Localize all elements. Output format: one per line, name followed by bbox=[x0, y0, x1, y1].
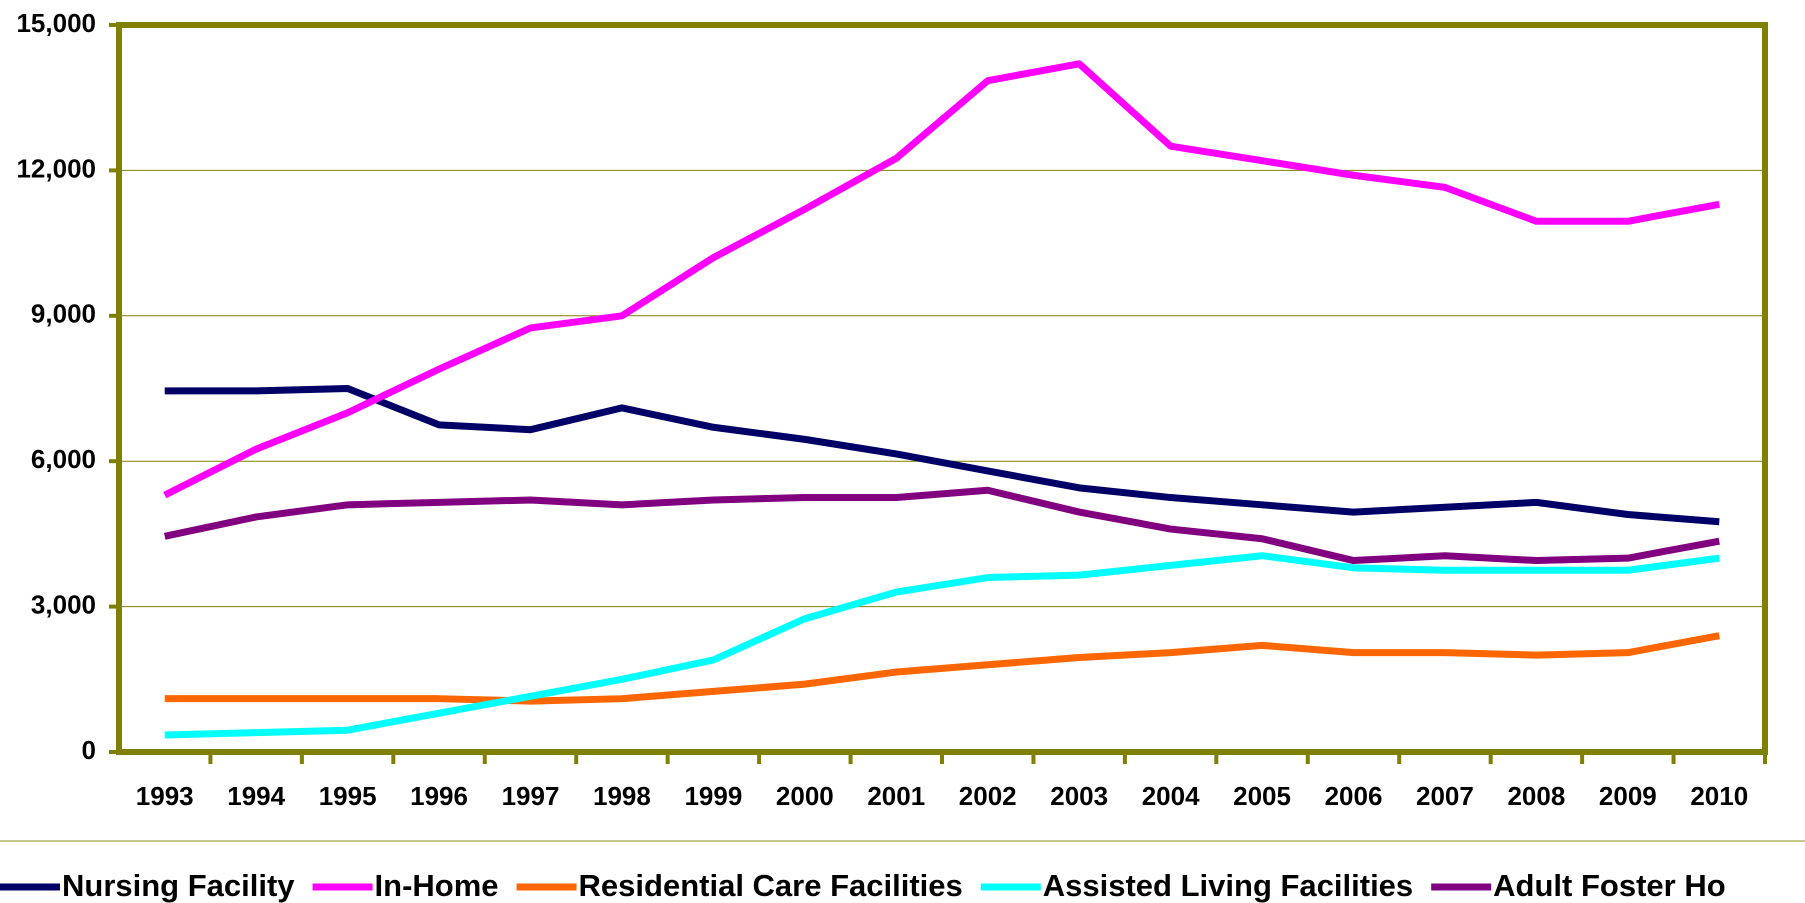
series-line bbox=[164, 385, 1720, 526]
x-tick-label: 1993 bbox=[136, 781, 194, 811]
x-tick-label: 2008 bbox=[1507, 781, 1565, 811]
x-tick-label: 2004 bbox=[1142, 781, 1200, 811]
legend-label: In-Home bbox=[375, 868, 499, 903]
y-tick-label: 9,000 bbox=[31, 299, 96, 329]
y-tick-label: 0 bbox=[82, 735, 96, 765]
x-tick-label: 2009 bbox=[1599, 781, 1657, 811]
legend-label: Residential Care Facilities bbox=[579, 868, 963, 903]
x-tick-label: 1999 bbox=[684, 781, 742, 811]
x-tick-label: 2000 bbox=[776, 781, 834, 811]
y-tick-label: 15,000 bbox=[16, 8, 96, 38]
series-line bbox=[164, 552, 1720, 739]
series-line bbox=[163, 486, 1720, 565]
y-tick-label: 3,000 bbox=[31, 589, 96, 619]
x-tick-label: 1997 bbox=[502, 781, 560, 811]
y-tick-label: 12,000 bbox=[16, 153, 96, 183]
x-tick-label: 2002 bbox=[959, 781, 1017, 811]
legend-label: Adult Foster Ho bbox=[1493, 868, 1726, 903]
y-tick-label: 6,000 bbox=[31, 444, 96, 474]
x-tick-label: 2007 bbox=[1416, 781, 1474, 811]
x-tick-label: 2005 bbox=[1233, 781, 1291, 811]
series-line bbox=[164, 632, 1720, 705]
x-tick-label: 1996 bbox=[410, 781, 468, 811]
x-tick-label: 2010 bbox=[1690, 781, 1748, 811]
x-tick-label: 1995 bbox=[319, 781, 377, 811]
plot-border bbox=[116, 22, 1768, 755]
series-line bbox=[163, 60, 1720, 499]
x-tick-label: 1994 bbox=[227, 781, 285, 811]
legend-label: Nursing Facility bbox=[62, 868, 295, 903]
x-tick-label: 2001 bbox=[867, 781, 925, 811]
x-tick-label: 2003 bbox=[1050, 781, 1108, 811]
legend-label: Assisted Living Facilities bbox=[1043, 868, 1413, 903]
x-tick-label: 2006 bbox=[1325, 781, 1383, 811]
x-tick-label: 1998 bbox=[593, 781, 651, 811]
